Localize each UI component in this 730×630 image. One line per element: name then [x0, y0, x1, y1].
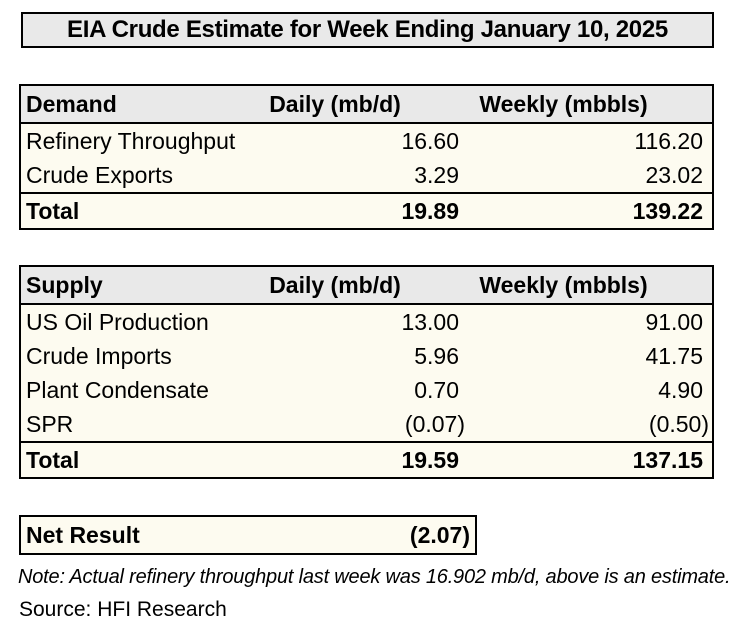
- supply-header-weekly: Weekly (mbbls): [479, 271, 648, 298]
- supply-total-row: Total 19.59 137.15: [21, 441, 712, 477]
- row-label: SPR: [26, 410, 74, 437]
- row-weekly-value: 41.75: [645, 342, 703, 369]
- table-row: Plant Condensate 0.70 4.90: [21, 373, 712, 407]
- supply-header-daily: Daily (mb/d): [269, 271, 401, 298]
- supply-header-row: Supply Daily (mb/d) Weekly (mbbls): [21, 267, 712, 305]
- net-result-box: Net Result (2.07): [19, 515, 477, 555]
- total-label: Total: [26, 197, 80, 224]
- row-weekly-value: 4.90: [658, 376, 703, 403]
- supply-table: Supply Daily (mb/d) Weekly (mbbls) US Oi…: [19, 265, 714, 479]
- net-result-label: Net Result: [26, 521, 140, 548]
- row-label: US Oil Production: [26, 308, 209, 335]
- row-label: Crude Exports: [26, 161, 174, 188]
- demand-header-row: Demand Daily (mb/d) Weekly (mbbls): [21, 86, 712, 124]
- table-row: Refinery Throughput 16.60 116.20: [21, 124, 712, 158]
- demand-header-weekly: Weekly (mbbls): [479, 90, 648, 117]
- row-daily-value: 3.29: [414, 161, 459, 188]
- demand-header-label: Demand: [26, 90, 117, 117]
- row-daily-value: (0.07): [404, 410, 465, 437]
- row-weekly-value: (0.50): [648, 410, 709, 437]
- row-label: Plant Condensate: [26, 376, 209, 403]
- row-weekly-value: 91.00: [645, 308, 703, 335]
- note-text: Note: Actual refinery throughput last we…: [18, 566, 730, 588]
- page-title: EIA Crude Estimate for Week Ending Janua…: [67, 16, 668, 43]
- row-weekly-value: 116.20: [634, 127, 703, 154]
- title-box: EIA Crude Estimate for Week Ending Janua…: [21, 12, 714, 48]
- row-daily-value: 0.70: [414, 376, 459, 403]
- total-daily-value: 19.59: [401, 446, 459, 473]
- table-row: SPR (0.07) (0.50): [21, 407, 712, 441]
- table-row: US Oil Production 13.00 91.00: [21, 305, 712, 339]
- net-result-value: (2.07): [409, 521, 470, 548]
- demand-table: Demand Daily (mb/d) Weekly (mbbls) Refin…: [19, 84, 714, 230]
- row-weekly-value: 23.02: [645, 161, 703, 188]
- row-label: Refinery Throughput: [26, 127, 236, 154]
- table-row: Crude Exports 3.29 23.02: [21, 158, 712, 192]
- total-weekly-value: 137.15: [632, 446, 703, 473]
- row-label: Crude Imports: [26, 342, 172, 369]
- total-label: Total: [26, 446, 80, 473]
- source-text: Source: HFI Research: [19, 598, 227, 621]
- total-weekly-value: 139.22: [632, 197, 703, 224]
- row-daily-value: 5.96: [414, 342, 459, 369]
- row-daily-value: 13.00: [401, 308, 459, 335]
- total-daily-value: 19.89: [401, 197, 459, 224]
- row-daily-value: 16.60: [401, 127, 459, 154]
- demand-header-daily: Daily (mb/d): [269, 90, 401, 117]
- table-row: Crude Imports 5.96 41.75: [21, 339, 712, 373]
- supply-header-label: Supply: [26, 271, 103, 298]
- demand-total-row: Total 19.89 139.22: [21, 192, 712, 228]
